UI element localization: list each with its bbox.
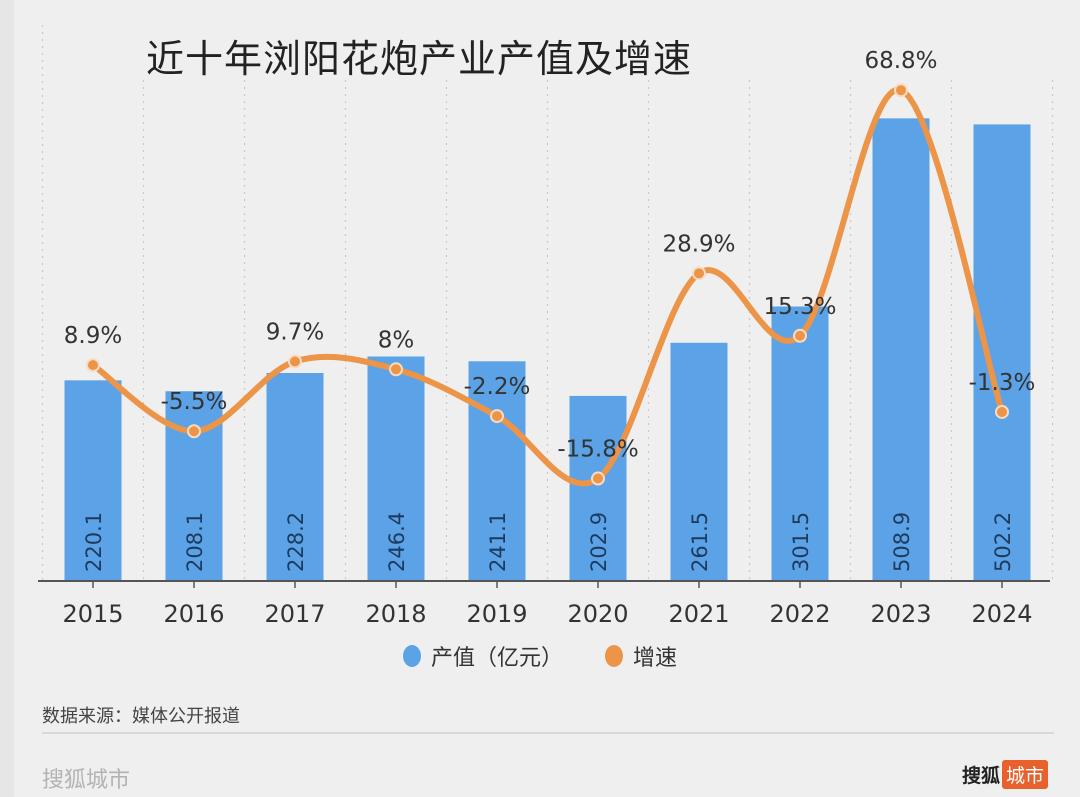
bar-value-label: 241.1 <box>486 512 510 572</box>
bar <box>64 380 122 580</box>
legend-swatch-orange <box>605 645 623 667</box>
growth-point <box>389 362 403 377</box>
growth-point <box>86 358 100 373</box>
legend: 产值（亿元） 增速 <box>0 640 1080 672</box>
x-tick-label: 2016 <box>163 600 224 628</box>
data-source: 数据来源：媒体公开报道 <box>42 706 240 727</box>
growth-line <box>90 87 1005 487</box>
x-tick-label: 2018 <box>365 600 426 628</box>
growth-value-label: -2.2% <box>464 374 531 400</box>
legend-item-output[interactable]: 产值（亿元） <box>402 640 563 672</box>
bar-value-label: 301.5 <box>789 512 813 572</box>
growth-point <box>995 404 1009 419</box>
growth-value-label: 15.3% <box>763 294 836 320</box>
x-tick-label: 2020 <box>567 600 628 628</box>
growth-value-label: 28.9% <box>662 231 735 257</box>
x-tick-label: 2015 <box>62 600 123 628</box>
x-tick-label: 2019 <box>466 600 527 628</box>
x-tick-label: 2022 <box>769 600 830 628</box>
bar-value-label: 502.2 <box>991 512 1015 572</box>
x-tick-label: 2023 <box>870 600 931 628</box>
bar <box>973 124 1031 580</box>
bar-value-label: 261.5 <box>688 512 712 572</box>
growth-point <box>894 83 908 98</box>
chart: 220.1 208.1 228.2 246.4 241.1 202.9 261.5 301.5… <box>38 25 1054 628</box>
divider <box>42 732 1054 734</box>
bar <box>771 306 829 580</box>
bar <box>569 395 627 580</box>
bar <box>468 361 526 580</box>
growth-point <box>591 471 605 486</box>
growth-value-label: -1.3% <box>969 370 1036 396</box>
growth-point <box>692 266 706 281</box>
growth-point <box>793 328 807 343</box>
bar <box>872 118 930 580</box>
growth-point <box>490 409 504 424</box>
growth-value-label: -5.5% <box>161 389 228 415</box>
bar-value-label: 246.4 <box>385 512 409 572</box>
growth-point <box>187 424 201 439</box>
growth-value-label: 68.8% <box>864 48 937 74</box>
bar-value-label: 220.1 <box>82 512 106 572</box>
growth-value-label: 9.7% <box>266 319 324 345</box>
bar <box>266 372 324 580</box>
left-edge-strip <box>0 0 14 797</box>
growth-value-label: 8.9% <box>64 323 122 349</box>
x-tick-label: 2017 <box>264 600 325 628</box>
legend-label: 增速 <box>633 646 678 671</box>
bar-value-label: 208.1 <box>183 512 207 572</box>
chart-title: 近十年浏阳花炮产业产值及增速 <box>146 37 693 81</box>
brand-logo-main: 搜狐 <box>961 765 1000 787</box>
growth-point <box>288 354 302 369</box>
bar <box>670 342 728 580</box>
brand-watermark: 搜狐城市 <box>42 768 131 793</box>
growth-value-label: 8% <box>378 327 415 353</box>
bar-value-label: 508.9 <box>890 512 914 572</box>
legend-item-growth[interactable]: 增速 <box>605 640 677 672</box>
x-tick-label: 2024 <box>971 600 1032 628</box>
bar <box>367 356 425 580</box>
legend-label: 产值（亿元） <box>430 646 563 671</box>
bar-value-label: 228.2 <box>284 512 308 572</box>
bar-value-label: 202.9 <box>587 512 611 572</box>
growth-value-label: -15.8% <box>557 437 638 463</box>
legend-swatch-blue <box>402 645 421 667</box>
brand-logo-tag: 城市 <box>1001 760 1048 789</box>
x-tick-label: 2021 <box>668 600 729 628</box>
brand-logo: 搜狐 城市 <box>962 760 1048 789</box>
